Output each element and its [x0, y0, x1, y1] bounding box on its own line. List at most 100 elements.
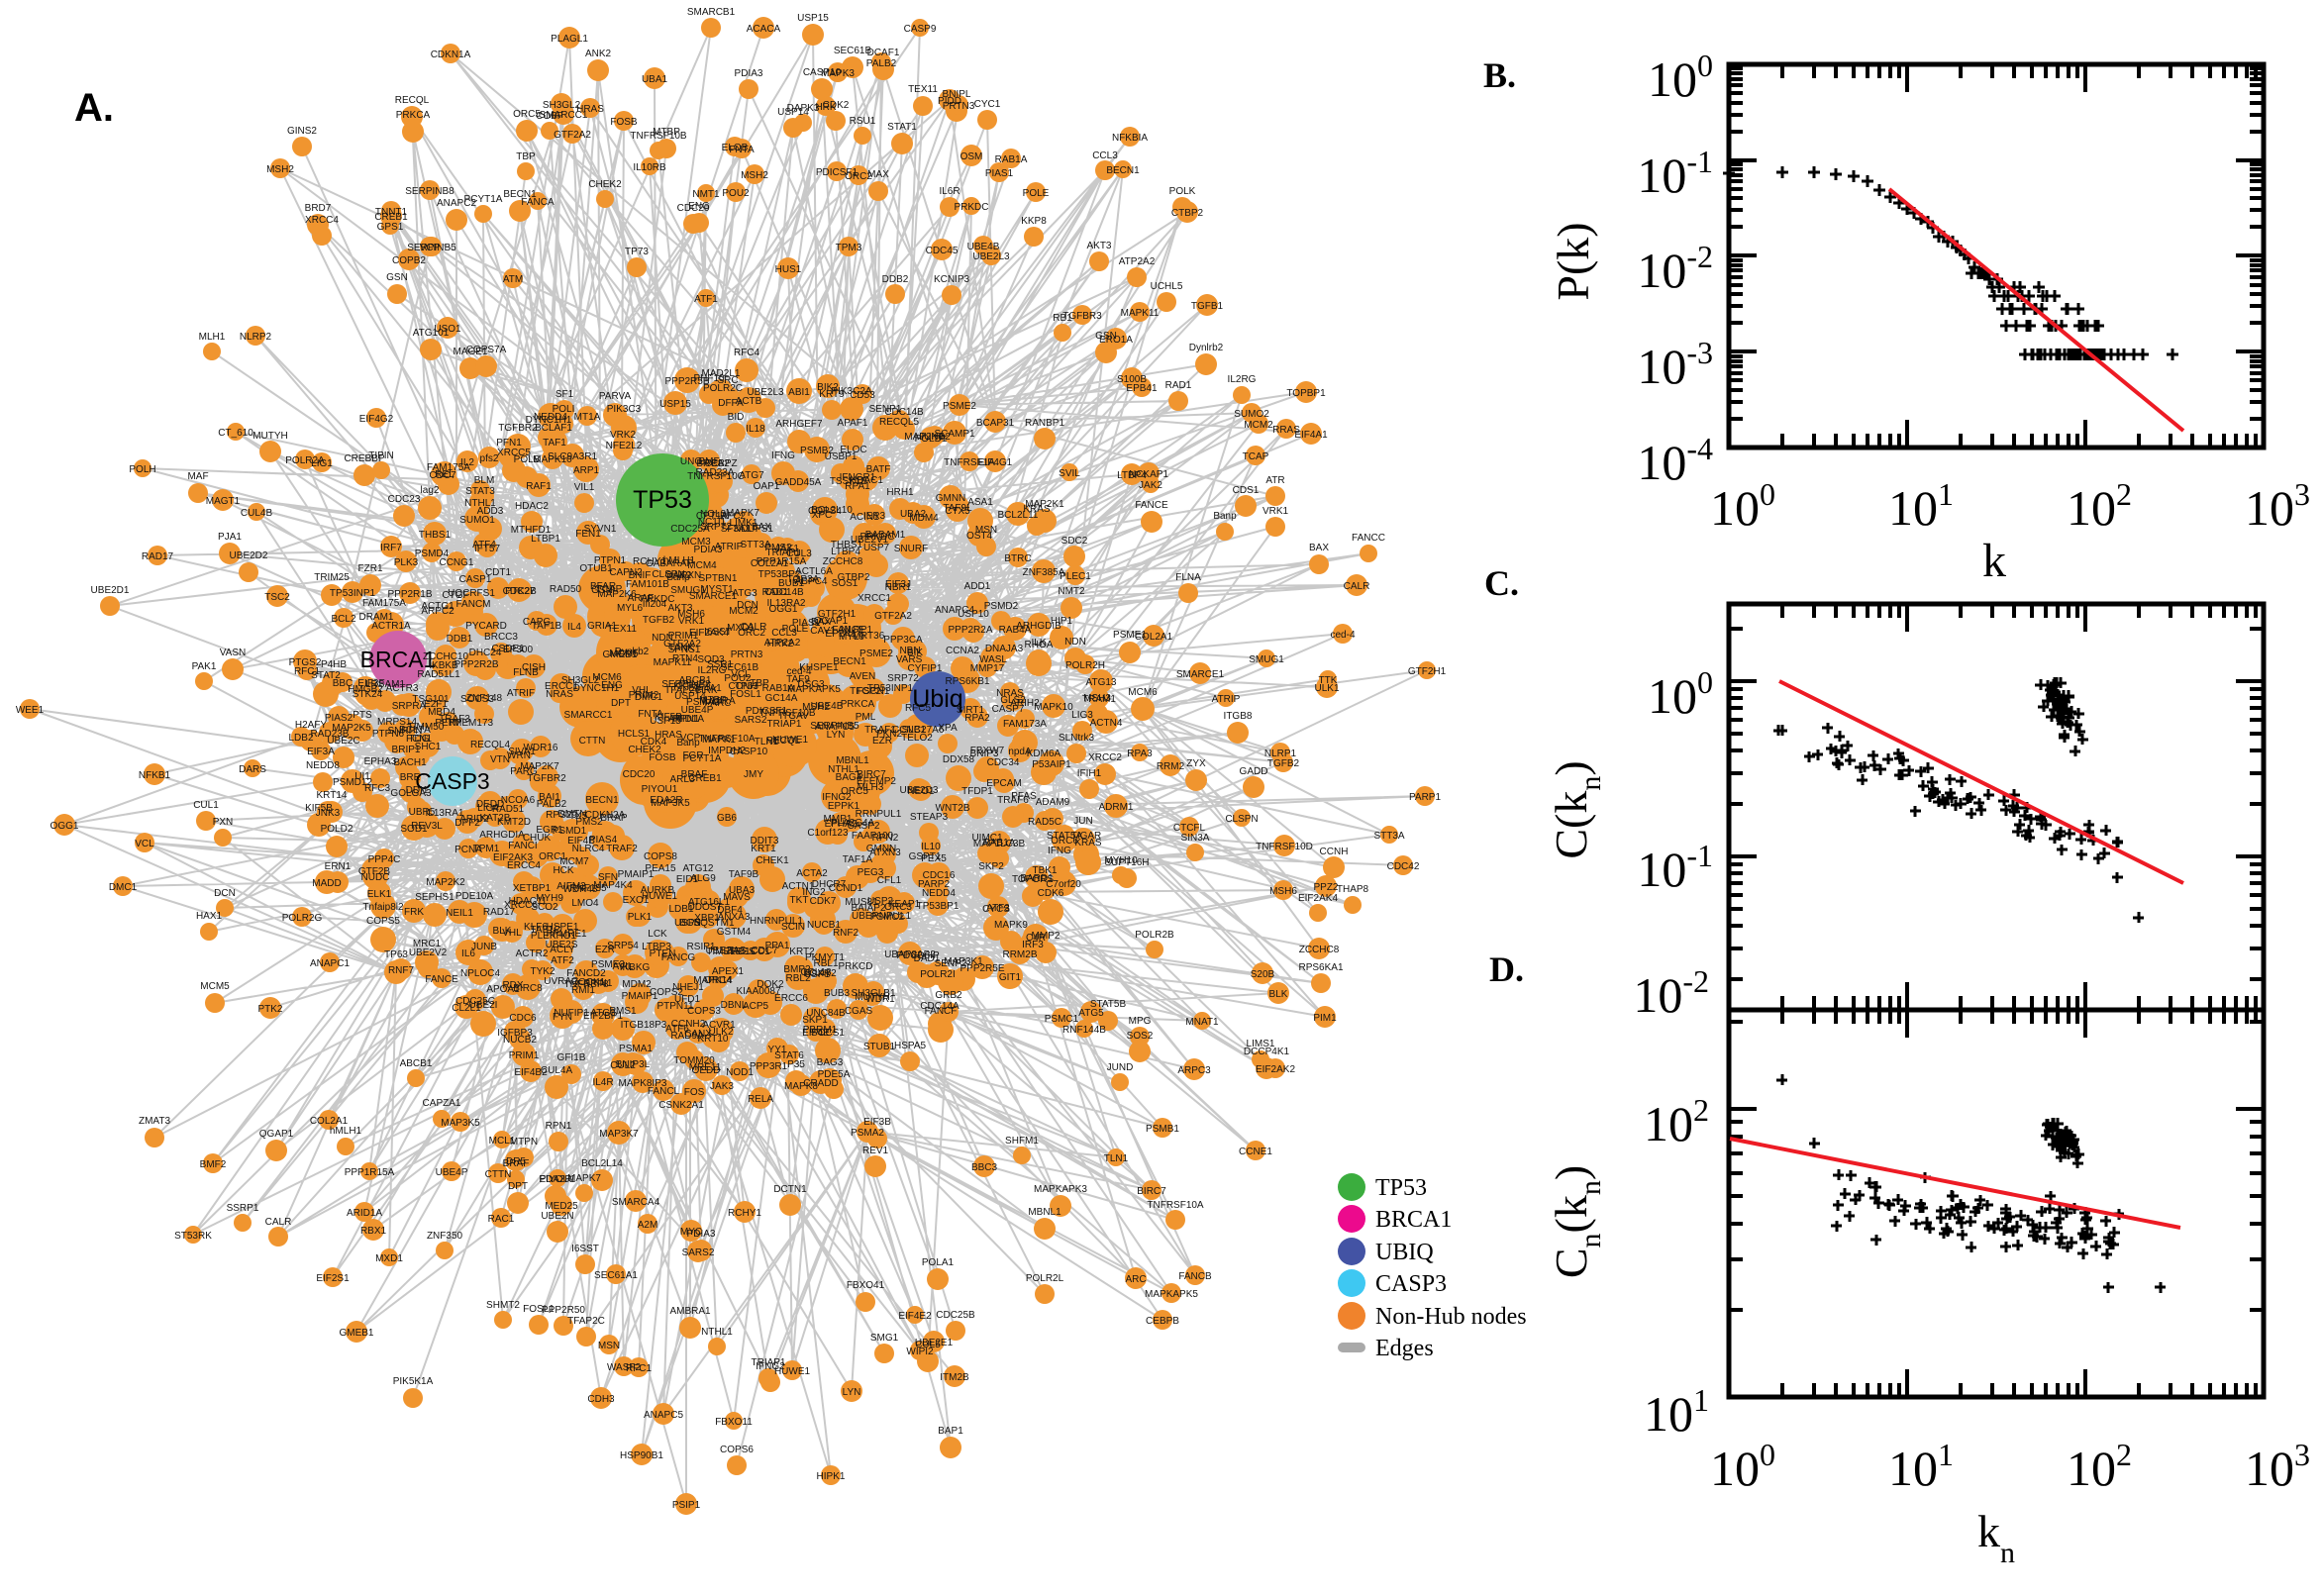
svg-text:HRK: HRK: [696, 685, 717, 696]
svg-text:NC1I1: NC1I1: [698, 517, 727, 528]
svg-text:FLNA: FLNA: [1175, 572, 1201, 583]
svg-text:PPP2R5E: PPP2R5E: [960, 963, 1004, 974]
svg-text:ANAPC5: ANAPC5: [815, 722, 855, 733]
svg-text:POLR2B: POLR2B: [1135, 930, 1174, 941]
svg-text:GSN: GSN: [386, 272, 408, 283]
svg-text:NOL3: NOL3: [700, 509, 727, 520]
svg-text:CDC20: CDC20: [623, 769, 656, 780]
svg-text:SSRP1: SSRP1: [227, 1203, 259, 1214]
svg-text:RFC1: RFC1: [626, 1363, 653, 1374]
svg-text:BFAR: BFAR: [590, 581, 616, 592]
svg-text:NFE2L2: NFE2L2: [606, 441, 643, 451]
svg-text:NLRP1: NLRP1: [841, 625, 873, 636]
svg-text:CDC25C: CDC25C: [455, 996, 495, 1007]
svg-text:SOD1: SOD1: [400, 824, 428, 835]
svg-text:UBE4P: UBE4P: [681, 705, 714, 716]
svg-text:COL2A1: COL2A1: [1135, 632, 1173, 643]
svg-text:DCAF1: DCAF1: [867, 48, 900, 58]
svg-text:hMLH1: hMLH1: [330, 1126, 362, 1137]
svg-text:BLK: BLK: [493, 926, 512, 937]
svg-text:FAM175A: FAM175A: [427, 462, 470, 473]
svg-text:TGFB2: TGFB2: [1267, 758, 1300, 769]
svg-text:IFNGR1: IFNGR1: [840, 472, 876, 483]
svg-text:EPHA2: EPHA2: [825, 819, 858, 830]
svg-text:RECQL4: RECQL4: [470, 740, 510, 750]
svg-text:WDR48: WDR48: [562, 884, 597, 895]
svg-text:POLE: POLE: [1023, 188, 1050, 199]
svg-text:EIF4G2: EIF4G2: [359, 414, 394, 425]
svg-text:PRTN3: PRTN3: [731, 649, 763, 660]
svg-text:ULK2: ULK2: [708, 1027, 733, 1038]
svg-text:MT1A: MT1A: [574, 412, 601, 423]
svg-text:UBE2C: UBE2C: [327, 736, 359, 747]
svg-text:IL13RA1: IL13RA1: [426, 808, 464, 819]
svg-text:RECQL: RECQL: [395, 95, 430, 106]
svg-text:BBC: BBC: [333, 678, 354, 689]
svg-text:ATP2A2: ATP2A2: [1119, 256, 1156, 267]
svg-text:UNG: UNG: [680, 456, 702, 467]
svg-text:POLK: POLK: [1169, 186, 1196, 197]
svg-text:SYVN1: SYVN1: [584, 524, 617, 535]
svg-text:TP63: TP63: [384, 949, 408, 960]
svg-text:ZCCHC10: ZCCHC10: [423, 651, 469, 662]
svg-text:ATG12: ATG12: [683, 863, 714, 874]
svg-text:PSME3: PSME3: [591, 959, 625, 970]
svg-text:RRM2B: RRM2B: [1002, 949, 1037, 960]
svg-text:BIRC7: BIRC7: [1137, 1186, 1166, 1197]
svg-text:TEX11: TEX11: [908, 84, 938, 95]
svg-text:101: 101: [1644, 1382, 1709, 1442]
svg-text:ARHGEF7: ARHGEF7: [775, 419, 823, 430]
svg-text:EXO1: EXO1: [623, 895, 650, 906]
svg-text:CDC7: CDC7: [751, 946, 778, 956]
svg-text:LYN: LYN: [827, 730, 846, 741]
svg-text:CUL1: CUL1: [193, 800, 219, 811]
svg-text:MUTYH: MUTYH: [252, 431, 288, 442]
svg-text:CDC45: CDC45: [926, 246, 959, 256]
svg-text:BAIAP2: BAIAP2: [851, 903, 885, 914]
svg-text:CDC25B: CDC25B: [936, 1310, 975, 1321]
svg-text:EIF3A: EIF3A: [307, 747, 335, 757]
svg-text:POLH: POLH: [129, 464, 155, 475]
svg-text:POLR2H: POLR2H: [1065, 660, 1105, 671]
svg-text:DR5: DR5: [506, 1156, 526, 1167]
svg-text:VHL: VHL: [502, 928, 522, 939]
svg-text:THAP8: THAP8: [1337, 884, 1369, 895]
svg-text:STAT2: STAT2: [311, 670, 341, 681]
svg-text:COBF: COBF: [536, 111, 563, 122]
svg-text:CUL3: CUL3: [786, 549, 812, 559]
svg-text:Banp: Banp: [676, 738, 700, 748]
svg-text:POLD2: POLD2: [321, 824, 354, 835]
svg-text:CALR: CALR: [265, 1217, 292, 1228]
svg-text:KAT2B: KAT2B: [480, 813, 511, 824]
svg-text:RAD1: RAD1: [1165, 380, 1192, 391]
svg-text:Non-Hub nodes: Non-Hub nodes: [1375, 1304, 1527, 1330]
svg-text:TCAP: TCAP: [1243, 451, 1269, 462]
svg-text:MYL9: MYL9: [839, 632, 865, 643]
svg-text:10-2: 10-2: [1637, 239, 1713, 298]
svg-text:UBA3: UBA3: [729, 885, 756, 896]
svg-text:POLR2I: POLR2I: [920, 969, 956, 980]
svg-text:IFNG: IFNG: [1048, 846, 1071, 856]
svg-text:HRAS: HRAS: [576, 104, 604, 115]
svg-text:WEE1: WEE1: [16, 705, 45, 716]
svg-text:SCO2: SCO2: [531, 902, 558, 913]
svg-text:ASA1: ASA1: [967, 497, 993, 508]
svg-text:ARIH2: ARIH2: [1010, 698, 1040, 709]
svg-text:HUWE1: HUWE1: [774, 1366, 811, 1377]
svg-text:BATF: BATF: [866, 464, 891, 475]
svg-text:CDK6: CDK6: [1038, 888, 1064, 899]
svg-text:MSN: MSN: [598, 1341, 620, 1351]
svg-text:DDX58: DDX58: [943, 754, 975, 765]
svg-text:MAPK8: MAPK8: [784, 1081, 818, 1092]
svg-text:ATF1: ATF1: [694, 294, 718, 305]
svg-text:EPB41: EPB41: [1126, 383, 1158, 394]
svg-text:Edges: Edges: [1375, 1336, 1434, 1361]
svg-text:COPS4: COPS4: [808, 506, 842, 517]
svg-text:GSN: GSN: [1095, 331, 1117, 342]
svg-text:E2F1: E2F1: [424, 699, 448, 710]
svg-text:OTUB1: OTUB1: [579, 563, 613, 574]
svg-text:ATP2A2: ATP2A2: [764, 638, 801, 648]
svg-text:HUWE1: HUWE1: [642, 891, 678, 902]
svg-text:UBE4B: UBE4B: [967, 242, 1000, 252]
svg-text:DNAJA3: DNAJA3: [985, 644, 1024, 654]
